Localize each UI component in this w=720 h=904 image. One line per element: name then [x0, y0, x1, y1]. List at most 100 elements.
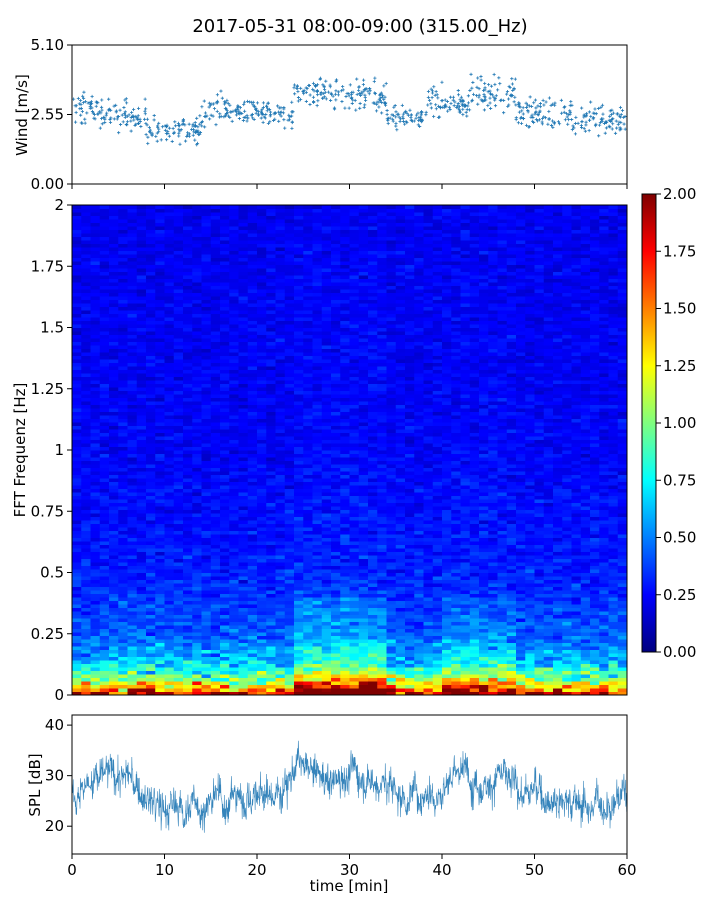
- spectrogram-cell: [294, 611, 304, 615]
- spectrogram-cell: [377, 674, 387, 678]
- spectrogram-cell: [322, 538, 332, 542]
- wind-point: [84, 122, 87, 125]
- spectrogram-cell: [414, 566, 424, 570]
- spectrogram-cell: [359, 545, 369, 549]
- spectrogram-cell: [581, 492, 591, 496]
- spectrogram-cell: [572, 657, 582, 661]
- spectrogram-cell: [146, 671, 156, 675]
- wind-point: [283, 127, 286, 130]
- spectrogram-cell: [350, 496, 360, 500]
- spectrogram-cell: [599, 527, 609, 531]
- spectrogram-cell: [91, 622, 101, 626]
- spectrogram-cell: [507, 580, 517, 584]
- spectrogram-cell: [331, 657, 341, 661]
- spectrogram-cell: [424, 513, 434, 517]
- spectrogram-cell: [72, 545, 82, 549]
- spectrogram-cell: [414, 492, 424, 496]
- spectrogram-cell: [239, 597, 249, 601]
- wind-point: [614, 132, 617, 135]
- spectrogram-cell: [377, 566, 387, 570]
- spectrogram-cell: [91, 513, 101, 517]
- wind-point: [345, 92, 348, 95]
- spectrogram-cell: [276, 482, 286, 486]
- spectrogram-cell: [572, 667, 582, 671]
- spectrogram-cell: [174, 660, 184, 664]
- spectrogram-cell: [618, 566, 628, 570]
- spectrogram-cell: [331, 639, 341, 643]
- spectrogram-cell: [229, 513, 239, 517]
- spectrogram-cell: [285, 482, 295, 486]
- wind-point: [246, 100, 249, 103]
- spectrogram-cell: [91, 566, 101, 570]
- wind-point: [542, 103, 545, 106]
- spectrogram-cell: [387, 660, 397, 664]
- spectrogram-cell: [562, 552, 572, 556]
- spectrogram-cell: [451, 639, 461, 643]
- spectrogram-cell: [100, 555, 110, 559]
- spectrogram-cell: [81, 492, 91, 496]
- wind-point: [78, 102, 81, 105]
- spectrogram-cell: [572, 503, 582, 507]
- spectrogram-cell: [146, 457, 156, 461]
- spectrogram-cell: [516, 664, 526, 668]
- spectrogram-cell: [220, 657, 230, 661]
- spectrogram-cell: [239, 594, 249, 598]
- spectrogram-cell: [414, 650, 424, 654]
- spectrogram-cell: [137, 545, 147, 549]
- spectrogram-cell: [340, 576, 350, 580]
- spectrogram-cell: [137, 660, 147, 664]
- spectrogram-cell: [451, 625, 461, 629]
- spectrogram-cell: [405, 461, 415, 465]
- spectrogram-cell: [220, 555, 230, 559]
- spectrogram-cell: [562, 678, 572, 682]
- spectrogram-cell: [303, 506, 313, 510]
- spectrogram-cell: [294, 646, 304, 650]
- spectrogram-cell: [590, 608, 600, 612]
- spectrogram-cell: [257, 527, 267, 531]
- spectrogram-cell: [498, 506, 508, 510]
- spectrogram-cell: [618, 580, 628, 584]
- spectrogram-cell: [516, 671, 526, 675]
- spectrogram-cell: [368, 503, 378, 507]
- spectrogram-cell: [498, 601, 508, 605]
- spectrogram-cell: [239, 489, 249, 493]
- spectrogram-cell: [72, 555, 82, 559]
- spectrogram-cell: [368, 559, 378, 563]
- spectrogram-cell: [155, 573, 165, 577]
- spectrogram-cell: [368, 587, 378, 591]
- spectrogram-cell: [572, 471, 582, 475]
- spectrogram-cell: [202, 639, 212, 643]
- spectrogram-cell: [433, 562, 443, 566]
- spectrogram-cell: [461, 587, 471, 591]
- spectrogram-cell: [322, 664, 332, 668]
- spectrogram-cell: [165, 489, 175, 493]
- spectrogram-cell: [72, 601, 82, 605]
- spectrogram-cell: [331, 653, 341, 657]
- spectrogram-cell: [405, 583, 415, 587]
- spectrogram-cell: [609, 583, 619, 587]
- spectrogram-cell: [340, 531, 350, 535]
- spectrogram-cell: [470, 604, 480, 608]
- spectrogram-cell: [387, 583, 397, 587]
- spectrogram-cell: [461, 461, 471, 465]
- spectrogram-cell: [72, 468, 82, 472]
- spectrogram-cell: [146, 576, 156, 580]
- spectrogram-cell: [165, 678, 175, 682]
- spectrogram-cell: [118, 597, 128, 601]
- spectrogram-cell: [359, 482, 369, 486]
- spectrogram-cell: [118, 618, 128, 622]
- spectrogram-cell: [581, 583, 591, 587]
- spectrogram-cell: [211, 475, 221, 479]
- wind-point: [276, 104, 279, 107]
- spectrogram-cell: [498, 608, 508, 612]
- spectrogram-cell: [488, 517, 498, 521]
- spectrogram-cell: [498, 457, 508, 461]
- spectrogram-cell: [165, 576, 175, 580]
- spectrogram-cell: [313, 499, 323, 503]
- spectrogram-cell: [396, 681, 406, 685]
- spectrogram-cell: [257, 664, 267, 668]
- spectrogram-cell: [257, 653, 267, 657]
- spectrogram-cell: [424, 653, 434, 657]
- spectrogram-cell: [340, 608, 350, 612]
